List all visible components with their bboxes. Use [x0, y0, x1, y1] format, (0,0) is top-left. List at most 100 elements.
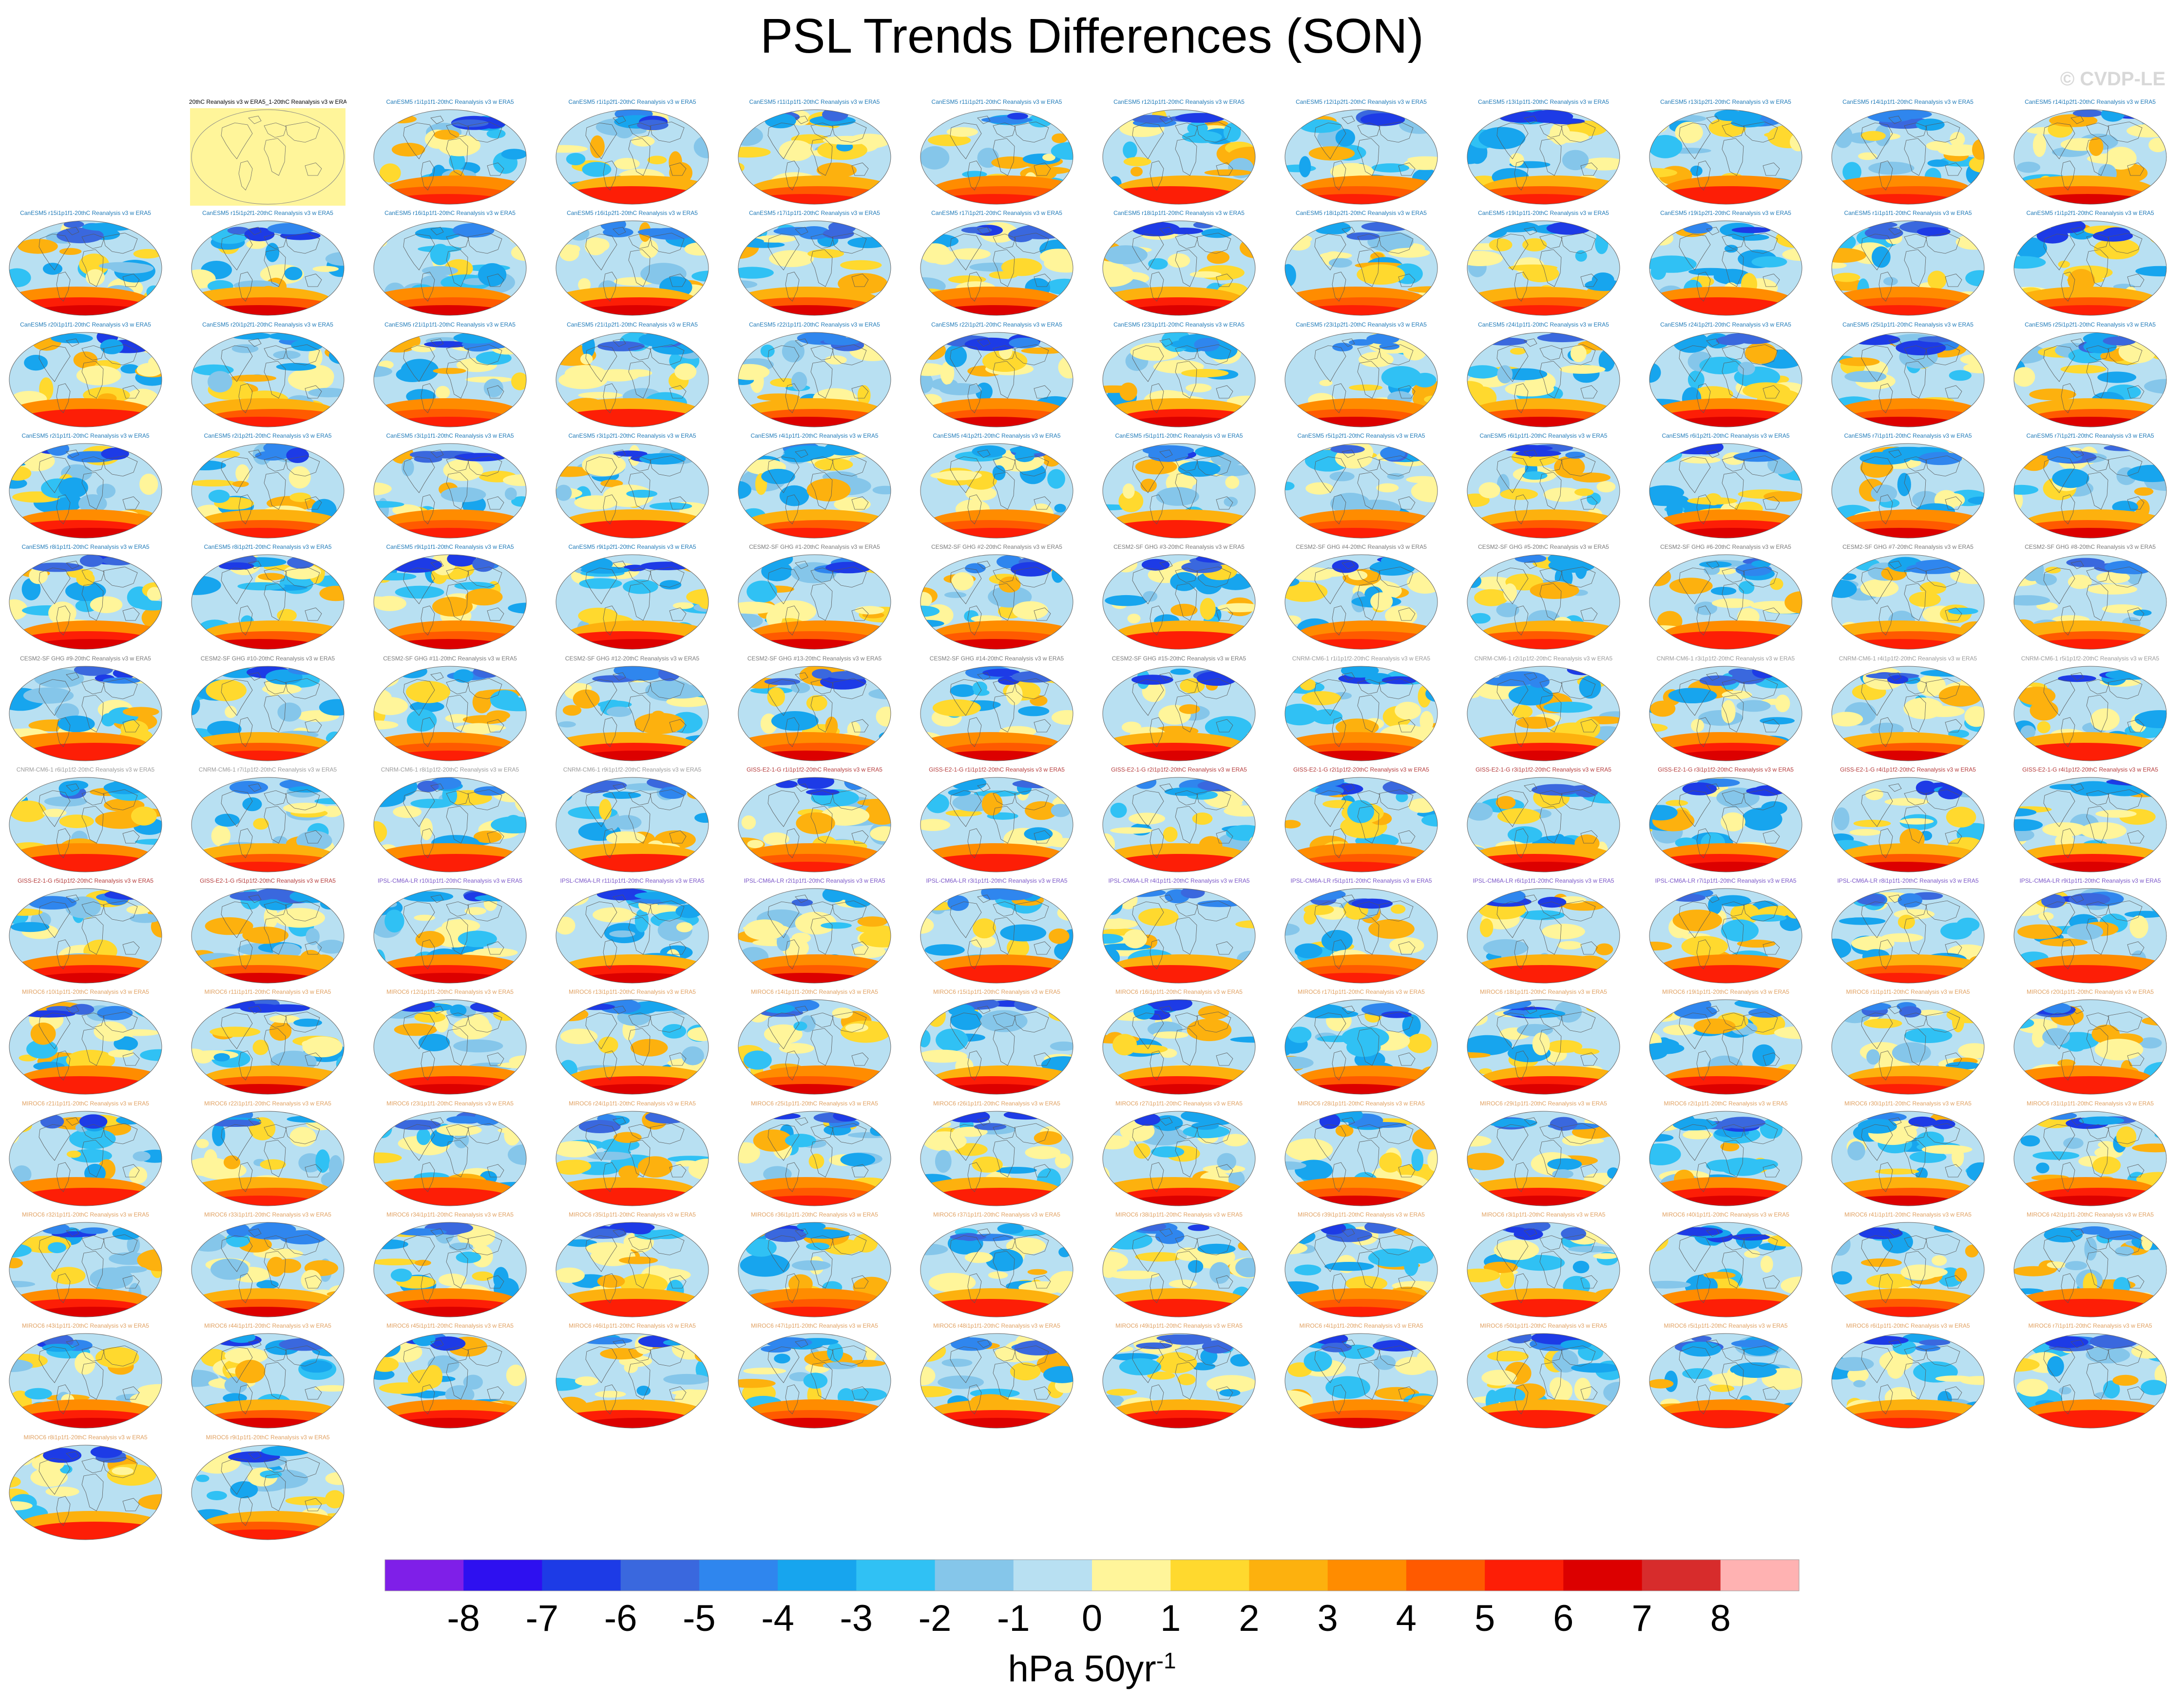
field-patch-north — [982, 668, 1020, 677]
field-patch-north — [1348, 339, 1374, 346]
coastline — [2070, 227, 2084, 235]
field-patch — [2143, 450, 2166, 458]
field-patch — [1135, 459, 1177, 475]
field-band-south — [1671, 527, 1789, 538]
map-field — [9, 443, 162, 539]
map-panel: GISS-E2-1-G r5i1p1f2-20thC Reanalysis v3… — [7, 876, 164, 986]
map-panel: CanESM5 r18i1p2f1-20thC Reanalysis v3 w … — [1283, 209, 1440, 319]
map-outline — [920, 666, 1073, 761]
map-field — [1831, 666, 1985, 761]
coastline — [2086, 1251, 2108, 1289]
field-patch — [1863, 1019, 1902, 1029]
field-patch-north — [1918, 452, 1962, 465]
map-field — [1831, 109, 1985, 205]
field-band-south — [32, 1084, 150, 1095]
coastline — [795, 1228, 808, 1237]
coastline — [1034, 385, 1051, 398]
coastline — [446, 583, 468, 621]
field-band-south — [748, 1084, 866, 1095]
coastline — [2127, 830, 2145, 844]
map-outline — [9, 554, 162, 650]
map-panel: CanESM5 r15i1p1f1-20thC Reanalysis v3 w … — [7, 209, 164, 319]
map-panel: CanESM5 r16i1p2f1-20thC Reanalysis v3 w … — [554, 209, 711, 319]
coastline — [810, 1124, 834, 1140]
coastline — [2043, 679, 2075, 716]
coastline — [1379, 789, 1414, 811]
coastline — [403, 567, 435, 604]
map-outline — [373, 1222, 527, 1317]
map-panel: MIROC6 r16i1p1f1-20thC Reanalysis v3 w E… — [1100, 987, 1258, 1098]
field-patch — [1110, 827, 1153, 834]
field-patch — [1866, 1049, 1880, 1065]
coastline — [305, 719, 322, 732]
coastline — [1722, 345, 1745, 361]
coastline — [785, 494, 800, 524]
field-patch — [315, 1149, 330, 1173]
coastline — [767, 567, 800, 604]
field-band-south — [1124, 305, 1242, 316]
coastline — [1357, 679, 1380, 694]
field-patch — [1472, 577, 1514, 590]
field-band-south — [1126, 1195, 1244, 1206]
field-patch-north — [415, 227, 462, 240]
field-patch — [326, 731, 344, 746]
field-patch-north — [1379, 343, 1400, 350]
map-panel: MIROC6 r11i1p1f1-20thC Reanalysis v3 w E… — [189, 987, 346, 1098]
field-patch — [1052, 710, 1073, 725]
field-patch — [1507, 826, 1542, 843]
coastline — [2127, 273, 2145, 287]
coastline — [264, 567, 287, 583]
coastline — [421, 605, 435, 636]
coastline — [248, 1117, 262, 1126]
map-panel: CanESM5 r24i1p1f1-20thC Reanalysis v3 w … — [1465, 320, 1622, 430]
field-band-south — [1842, 1084, 1959, 1095]
coastline — [1539, 345, 1563, 361]
coastline — [305, 607, 322, 621]
field-patch-north — [638, 332, 680, 347]
coastline — [1706, 338, 1720, 347]
field-patch — [1179, 704, 1200, 714]
coastline — [403, 1235, 435, 1272]
field-patch — [1122, 483, 1135, 499]
coastline — [1945, 719, 1962, 732]
panel-title: GISS-E2-1-G r1i1p1f2-20thC Reanalysis v3… — [929, 766, 1065, 773]
panel-title: CanESM5 r19i1p2f1-20thC Reanalysis v3 w … — [1660, 210, 1791, 217]
field-patch-north — [765, 1228, 806, 1242]
coastline — [1357, 1012, 1380, 1028]
field-patch — [1574, 1048, 1600, 1055]
field-band-south — [202, 1418, 320, 1429]
field-patch — [1308, 146, 1355, 161]
coastline — [264, 790, 287, 806]
coastline — [1925, 455, 1960, 477]
coastline — [1722, 233, 1745, 249]
coastline — [56, 1273, 71, 1303]
field-patch — [223, 1155, 241, 1169]
coastline — [2061, 1050, 2075, 1081]
coastline — [2086, 917, 2108, 955]
coastline — [1341, 227, 1355, 235]
coastline — [66, 561, 79, 569]
field-patch — [211, 825, 230, 847]
field-patch — [493, 1007, 517, 1021]
coastline — [264, 233, 287, 249]
field-patch — [210, 1026, 261, 1037]
field-patch-north — [1734, 1000, 1787, 1009]
panel-title: CanESM5 r11i1p1f1-20thC Reanalysis v3 w … — [749, 98, 880, 105]
field-patch — [1467, 1152, 1504, 1170]
field-patch — [1027, 1269, 1048, 1275]
field-patch-north — [287, 1115, 331, 1122]
field-patch — [374, 1357, 399, 1373]
field-patch — [472, 691, 492, 713]
coastline — [1888, 894, 1902, 903]
field-patch — [698, 596, 709, 609]
field-patch — [1596, 224, 1611, 242]
map-outline — [1284, 777, 1438, 872]
map-panel: MIROC6 r45i1p1f1-20thC Reanalysis v3 w E… — [371, 1321, 529, 1431]
coastline — [1514, 1273, 1529, 1303]
field-patch — [1495, 795, 1516, 810]
field-patch — [456, 1252, 481, 1263]
coastline — [56, 717, 71, 747]
coastline — [669, 1386, 687, 1400]
panel-title: CanESM5 r4i1p1f1-20thC Reanalysis v3 w E… — [750, 432, 879, 439]
coastline — [795, 1006, 808, 1014]
